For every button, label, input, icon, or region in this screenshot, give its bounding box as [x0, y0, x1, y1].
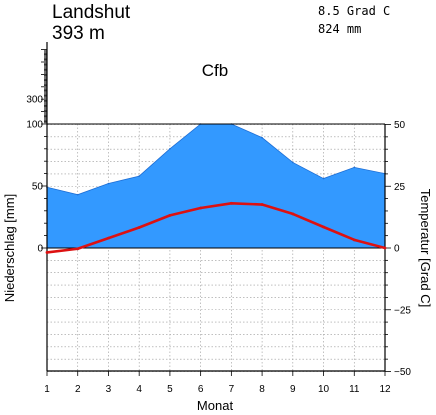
precipitation-point-4 [138, 175, 140, 177]
precipitation-point-2 [76, 193, 79, 196]
x-axis-label: Monat [197, 398, 234, 413]
right-axis-label: Temperatur [Grad C] [418, 189, 433, 308]
month-label-8: 8 [259, 384, 265, 395]
precip-label: 0 [37, 244, 43, 255]
temperature-line [46, 201, 386, 254]
temperature-point-2 [76, 247, 80, 251]
month-label-2: 2 [75, 384, 81, 395]
mean-temperature: 8.5 Grad C [318, 4, 390, 18]
month-label-10: 10 [318, 384, 330, 395]
precipitation-point-3 [107, 182, 110, 185]
month-label-9: 9 [290, 384, 296, 395]
left-axis-label: Niederschlag [mm] [2, 194, 17, 302]
temperature-point-10 [322, 225, 325, 229]
temperature-series [45, 201, 387, 254]
month-label-3: 3 [106, 384, 112, 395]
month-label-1: 1 [44, 384, 50, 395]
precipitation-point-9 [292, 161, 294, 164]
temp-label: 50 [394, 120, 406, 131]
month-label-12: 12 [379, 384, 391, 395]
temperature-point-1 [45, 251, 49, 254]
precipitation-area [46, 123, 386, 249]
precipitation-point-8 [261, 136, 263, 139]
temp-label: 25 [394, 182, 406, 193]
month-label-4: 4 [136, 384, 142, 395]
precipitation-point-10 [322, 177, 325, 180]
precipitation-point-5 [169, 148, 171, 150]
station-elevation: 393 m [52, 23, 105, 44]
precip-label: 100 [26, 120, 43, 131]
temperature-point-3 [107, 236, 110, 240]
precipitation-point-11 [353, 166, 356, 169]
temp-label: −50 [394, 367, 411, 378]
temperature-point-11 [352, 238, 356, 242]
precip-label: 50 [32, 182, 44, 193]
temp-label: 0 [394, 244, 400, 255]
precip-label: 300 [26, 95, 43, 106]
temperature-point-5 [168, 213, 172, 217]
annual-precipitation: 824 mm [318, 22, 361, 36]
temperature-point-6 [199, 206, 203, 210]
month-label-7: 7 [229, 384, 235, 395]
temperature-point-9 [291, 212, 295, 216]
temperature-point-7 [229, 201, 233, 205]
precipitation-series [46, 123, 386, 249]
month-label-11: 11 [349, 384, 360, 395]
month-label-6: 6 [198, 384, 204, 395]
temperature-point-4 [137, 226, 141, 229]
station-name: Landshut [52, 2, 131, 23]
temperature-point-12 [383, 246, 387, 250]
temperature-point-8 [260, 203, 264, 206]
month-label-5: 5 [167, 384, 173, 395]
climate-class: Cfb [202, 61, 228, 80]
temp-label: −25 [394, 305, 411, 316]
